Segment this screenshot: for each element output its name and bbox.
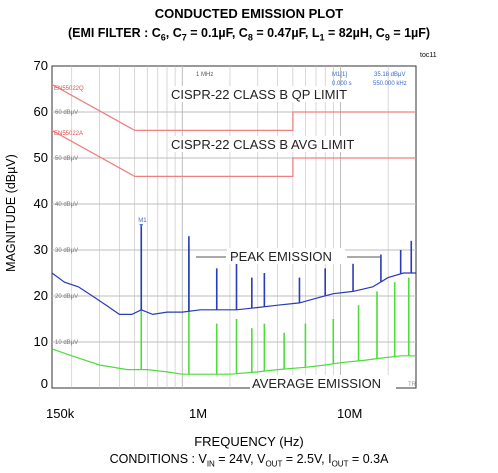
y-axis-label-text: MAGNITUDE (dBµV): [4, 154, 18, 272]
grid-level-label: 20 dBµV: [55, 294, 78, 300]
marker-freq: 550.000 kHz: [373, 81, 407, 87]
figure-code: toc11: [420, 52, 437, 59]
qp-limit-label: CISPR-22 CLASS B QP LIMIT: [171, 87, 347, 102]
y-tick-label: 30: [33, 242, 48, 257]
cond-part: = 24V, V: [214, 452, 266, 466]
y-tick-label: 60: [33, 104, 48, 119]
subtitle-part: , C: [165, 26, 182, 40]
avg-emission-label-bg: [250, 375, 396, 391]
grid-level-label: 60 dBµV: [55, 110, 78, 116]
annotations: CISPR-22 CLASS B QP LIMIT CISPR-22 CLASS…: [168, 86, 396, 391]
avg-limit-line: [51, 129, 416, 178]
subtitle-sub: 6: [160, 32, 166, 43]
y-tick-label: 0: [40, 376, 48, 391]
marker-freq-top: 1 MHz: [196, 72, 213, 78]
cond-part: CONDITIONS : V: [109, 452, 207, 466]
subtitle-part: = 1µF): [389, 26, 431, 40]
marker-name: M1[1]: [332, 72, 347, 78]
x-tick-label: 1M: [189, 406, 208, 421]
marker-point-label: M1: [138, 218, 147, 224]
cond-part: = 0.3A: [348, 452, 389, 466]
y-tick-label: 70: [33, 58, 48, 73]
avg-limit-label: CISPR-22 CLASS B AVG LIMIT: [171, 137, 354, 152]
avg-label-bg: [168, 136, 374, 152]
peak-emission-trace: [51, 226, 416, 316]
cond-sub: IN: [206, 459, 215, 469]
average-emission-label: AVERAGE EMISSION: [252, 376, 381, 391]
y-tick-label: 50: [33, 150, 48, 165]
cond-part: = 2.5V, I: [282, 452, 332, 466]
grid-level-label: 30 dBµV: [55, 248, 78, 254]
subtitle-sub: 8: [247, 32, 253, 43]
subtitle-part: = 0.47µF, L: [252, 26, 320, 40]
avg-limit-tag: EN55022A: [54, 131, 83, 137]
chart-subtitle: (EMI FILTER : C6, C7 = 0.1µF, C8 = 0.47µ…: [0, 26, 498, 43]
grid-level-label: 10 dBµV: [55, 340, 78, 346]
grid-level-label: 50 dBµV: [55, 156, 78, 162]
marker-time: 0.000 s: [332, 81, 352, 87]
conditions-line: CONDITIONS : VIN = 24V, VOUT = 2.5V, IOU…: [0, 452, 498, 469]
x-tick-label: 150k: [46, 406, 75, 421]
peak-emission-label: PEAK EMISSION: [230, 249, 332, 264]
y-tick-label: 40: [33, 196, 48, 211]
peak-label-bg: [227, 248, 345, 264]
cond-sub: OUT: [265, 459, 283, 469]
grid-level-label: 40 dBµV: [55, 202, 78, 208]
qp-label-bg: [168, 86, 370, 102]
y-tick-label: 20: [33, 288, 48, 303]
subtitle-sub: 1: [319, 32, 325, 43]
tr-tag: TR: [408, 382, 417, 388]
chart-title: CONDUCTED EMISSION PLOT: [154, 6, 344, 21]
x-axis-label: FREQUENCY (Hz): [194, 434, 304, 449]
cond-sub: OUT: [331, 459, 349, 469]
plot-area: [51, 65, 417, 389]
subtitle-sub: 7: [181, 32, 187, 43]
qp-limit-tag: EN55022Q: [54, 86, 84, 92]
subtitle-part: (EMI FILTER : C: [67, 26, 161, 40]
x-tick-label: 10M: [337, 406, 363, 421]
y-axis-label: MAGNITUDE (dBµV): [3, 128, 19, 298]
y-tick-label: 10: [33, 334, 48, 349]
marker-triangle: [139, 224, 144, 228]
subtitle-part: = 0.1µF, C: [186, 26, 248, 40]
qp-limit-line: [51, 83, 416, 132]
instrument-overlay: 1 MHz M1[1] 35.18 dBµV 0.000 s 550.000 k…: [54, 72, 417, 388]
marker-level: 35.18 dBµV: [374, 72, 405, 78]
subtitle-part: = 82µH, C: [324, 26, 385, 40]
average-emission-line: [51, 348, 416, 375]
peak-emission-line: [51, 272, 416, 316]
subtitle-sub: 9: [384, 32, 390, 43]
limit-lines: [51, 83, 416, 178]
